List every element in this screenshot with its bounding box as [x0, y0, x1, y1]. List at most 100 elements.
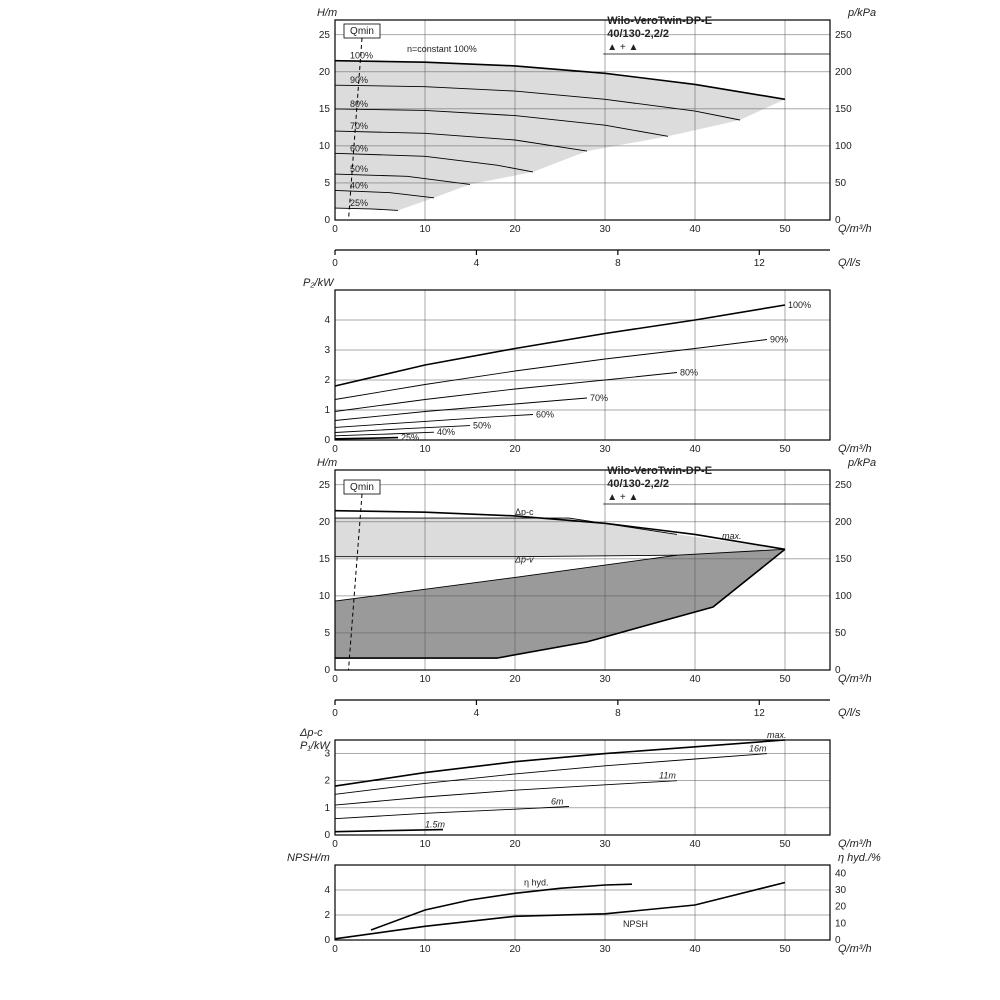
y-left-label: H/m: [317, 7, 337, 19]
svg-text:50: 50: [779, 674, 791, 685]
svg-text:2: 2: [324, 375, 330, 386]
svg-text:100: 100: [835, 591, 852, 602]
n-constant-note: n=constant 100%: [407, 44, 477, 54]
power-curve-label: 90%: [770, 335, 788, 345]
dpc-label: Δp-c: [515, 507, 534, 517]
product-symbol: ▲ + ▲: [607, 492, 638, 503]
svg-text:0: 0: [332, 839, 338, 850]
power-curve-label: 60%: [536, 410, 554, 420]
svg-text:40: 40: [689, 944, 701, 955]
svg-text:0: 0: [324, 215, 330, 226]
dpc-axis-label-1: Δp-c: [299, 727, 323, 739]
svg-text:4: 4: [324, 885, 330, 896]
curve-pct-label: 100%: [350, 51, 373, 61]
svg-text:100: 100: [835, 141, 852, 152]
svg-text:40: 40: [689, 674, 701, 685]
x-label: Q/m³/h: [838, 943, 872, 955]
product-title-1: Wilo-VeroTwin-DP-E: [607, 465, 712, 477]
scale-qls-1: 0 4 8 12 Q/l/s: [332, 250, 861, 269]
svg-text:15: 15: [319, 554, 331, 565]
svg-text:30: 30: [599, 444, 611, 455]
svg-text:8: 8: [615, 708, 621, 719]
svg-text:150: 150: [835, 554, 852, 565]
svg-text:20: 20: [319, 517, 331, 528]
svg-text:40: 40: [689, 224, 701, 235]
dpc-axis-label-2: P₁/kW: [300, 740, 331, 752]
svg-text:20: 20: [509, 944, 521, 955]
power-curve-label: 100%: [788, 300, 811, 310]
svg-text:2: 2: [324, 910, 330, 921]
svg-text:50: 50: [835, 628, 847, 639]
chart-head-curves: 100%90%80%70%60%50%40%25%Qminn=constant …: [317, 7, 876, 235]
eff-axis-label: η hyd./%: [838, 852, 881, 864]
y-right-label: p/kPa: [847, 7, 876, 19]
svg-text:20: 20: [509, 839, 521, 850]
svg-text:0: 0: [324, 935, 330, 946]
svg-text:20: 20: [509, 444, 521, 455]
svg-text:1: 1: [324, 405, 330, 416]
svg-text:40: 40: [689, 444, 701, 455]
curve-pct-label: 80%: [350, 99, 368, 109]
svg-text:10: 10: [419, 674, 431, 685]
svg-text:25: 25: [319, 480, 331, 491]
p2-label: P₂/kW: [303, 277, 335, 289]
svg-text:10: 10: [419, 839, 431, 850]
svg-text:12: 12: [754, 708, 766, 719]
svg-text:10: 10: [419, 444, 431, 455]
svg-text:20: 20: [509, 674, 521, 685]
svg-text:40: 40: [835, 868, 847, 879]
svg-text:4: 4: [324, 315, 330, 326]
svg-text:0: 0: [332, 944, 338, 955]
svg-text:0: 0: [324, 830, 330, 841]
svg-text:0: 0: [332, 444, 338, 455]
chart-power-curves: 100%90%80%70%60%50%40%25%012340102030405…: [303, 277, 872, 455]
x-label-qls: Q/l/s: [838, 257, 861, 269]
svg-text:30: 30: [599, 944, 611, 955]
scale-qls-2: 04812Q/l/s: [332, 700, 861, 719]
product-title-1: Wilo-VeroTwin-DP-E: [607, 15, 712, 27]
max-label: max.: [722, 531, 742, 541]
svg-text:30: 30: [835, 885, 847, 896]
x-label-qls: Q/l/s: [838, 707, 861, 719]
svg-text:4: 4: [474, 258, 480, 269]
svg-text:8: 8: [615, 258, 621, 269]
svg-text:250: 250: [835, 480, 852, 491]
svg-text:0: 0: [332, 258, 338, 269]
product-title-2: 40/130-2,2/2: [607, 28, 669, 40]
svg-text:10: 10: [419, 224, 431, 235]
dpc-curve-label: max.: [767, 730, 787, 740]
dpc-curve-label: 11m: [659, 771, 676, 781]
svg-text:50: 50: [779, 444, 791, 455]
dpv-label: Δp-v: [514, 555, 534, 565]
svg-text:250: 250: [835, 30, 852, 41]
power-curve-label: 70%: [590, 393, 608, 403]
dpc-curve-label: 6m: [551, 797, 564, 807]
svg-text:20: 20: [509, 224, 521, 235]
svg-text:0: 0: [332, 224, 338, 235]
product-title-2: 40/130-2,2/2: [607, 478, 669, 490]
x-label: Q/m³/h: [838, 223, 872, 235]
svg-text:15: 15: [319, 104, 331, 115]
svg-text:50: 50: [779, 944, 791, 955]
svg-text:5: 5: [324, 178, 330, 189]
npsh-axis-label: NPSH/m: [287, 852, 330, 864]
chart-control-curves: QminΔp-cΔp-vmax.051015202505010015020025…: [317, 457, 876, 685]
svg-text:50: 50: [835, 178, 847, 189]
x-label: Q/m³/h: [838, 673, 872, 685]
svg-text:12: 12: [754, 258, 766, 269]
x-label: Q/m³/h: [838, 443, 872, 455]
svg-text:3: 3: [324, 345, 330, 356]
npsh-curve-label: NPSH: [623, 919, 648, 929]
svg-text:30: 30: [599, 839, 611, 850]
qmin-label: Qmin: [350, 482, 374, 493]
qmin-label: Qmin: [350, 26, 374, 37]
svg-text:10: 10: [835, 918, 847, 929]
x-label: Q/m³/h: [838, 838, 872, 850]
chart-dpc-power: max.16m11m6m1.5m012301020304050Δp-cP₁/kW…: [299, 727, 872, 850]
svg-text:1: 1: [324, 803, 330, 814]
svg-text:30: 30: [599, 224, 611, 235]
y-right-label: p/kPa: [847, 457, 876, 469]
curve-pct-label: 25%: [350, 198, 368, 208]
svg-text:30: 30: [599, 674, 611, 685]
svg-text:10: 10: [319, 591, 331, 602]
